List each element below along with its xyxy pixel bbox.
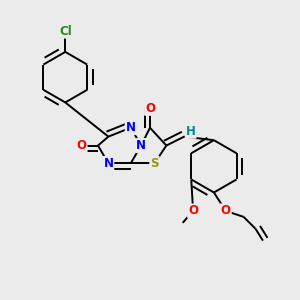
Text: Cl: Cl — [59, 25, 72, 38]
Text: H: H — [186, 125, 196, 138]
Text: N: N — [136, 139, 146, 152]
Text: N: N — [126, 121, 136, 134]
Text: O: O — [188, 204, 198, 218]
Text: O: O — [145, 102, 155, 115]
Text: N: N — [103, 157, 113, 170]
Text: O: O — [221, 204, 231, 218]
Text: O: O — [76, 139, 87, 152]
Text: S: S — [150, 157, 159, 170]
